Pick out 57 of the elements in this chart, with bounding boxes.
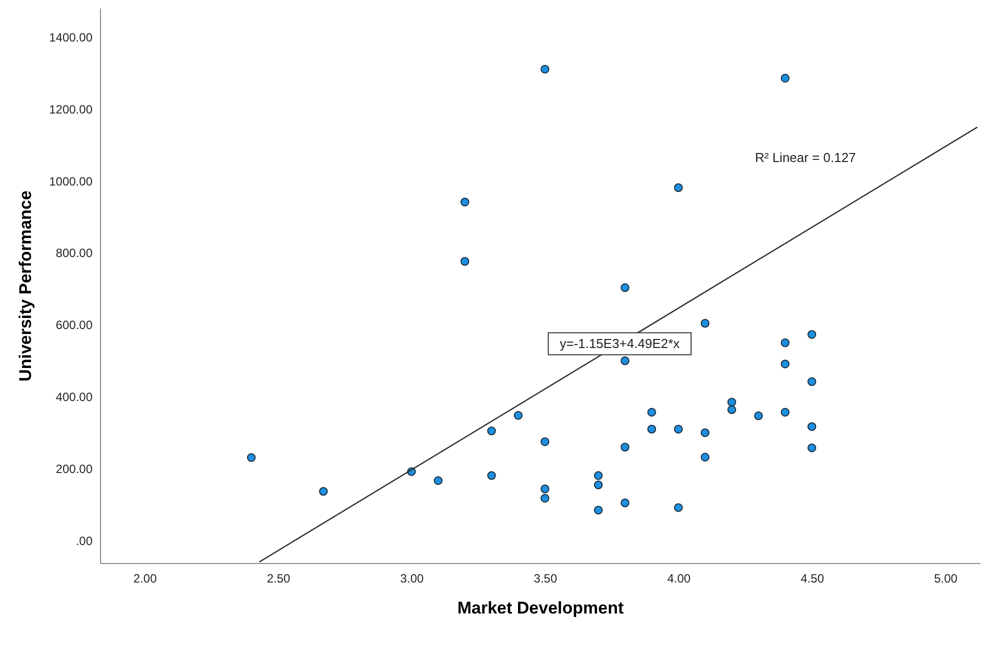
point — [700, 452, 710, 462]
point — [674, 503, 683, 512]
x-tick-label: 2.50 — [266, 572, 291, 586]
point — [674, 183, 683, 192]
point — [460, 257, 470, 266]
point — [246, 453, 256, 462]
point — [514, 411, 523, 420]
point — [594, 506, 603, 514]
point — [620, 442, 630, 452]
point — [807, 422, 816, 431]
y-tick-label: 1200.00 — [49, 102, 93, 116]
annotation: y=-1.15E3+4.49E2*x — [560, 336, 680, 351]
x-axis-title: Market Development — [457, 598, 624, 618]
point — [487, 426, 496, 436]
y-tick-label: 200.00 — [56, 462, 93, 476]
point — [540, 64, 550, 74]
point — [674, 424, 683, 434]
y-tick-label: 1400.00 — [49, 30, 93, 44]
point — [807, 330, 816, 339]
point — [594, 480, 603, 490]
y-axis-title: University Performance — [16, 190, 36, 382]
point — [727, 405, 736, 414]
point — [647, 424, 656, 434]
point — [780, 74, 790, 83]
annotation: R² Linear = 0.127 — [755, 150, 856, 165]
x-tick-label: 5.00 — [934, 572, 958, 586]
point — [620, 356, 630, 366]
point — [620, 498, 630, 508]
point — [807, 377, 816, 386]
y-tick-label: 800.00 — [56, 246, 93, 260]
point — [727, 398, 736, 406]
point — [460, 198, 470, 206]
point — [807, 443, 816, 452]
point — [620, 283, 630, 292]
point — [780, 338, 790, 348]
point — [754, 411, 763, 420]
point — [434, 476, 443, 485]
point — [647, 408, 656, 417]
point — [540, 484, 550, 494]
point — [780, 360, 790, 368]
point — [780, 408, 790, 417]
point — [540, 437, 550, 446]
x-tick-label: 4.00 — [667, 572, 691, 586]
x-tick-label: 4.50 — [800, 572, 824, 586]
x-tick-label: 3.50 — [534, 572, 558, 586]
y-tick-label: 400.00 — [56, 390, 93, 404]
y-tick-label: 1000.00 — [49, 174, 93, 188]
point — [487, 471, 496, 480]
x-tick-label: 2.00 — [133, 572, 158, 586]
point — [700, 428, 710, 438]
point — [700, 318, 710, 328]
point — [594, 471, 603, 480]
point — [319, 487, 328, 496]
y-tick-label: 600.00 — [56, 318, 93, 332]
point — [540, 494, 550, 503]
x-tick-label: 3.00 — [400, 572, 424, 586]
y-tick-label: .00 — [76, 534, 93, 548]
